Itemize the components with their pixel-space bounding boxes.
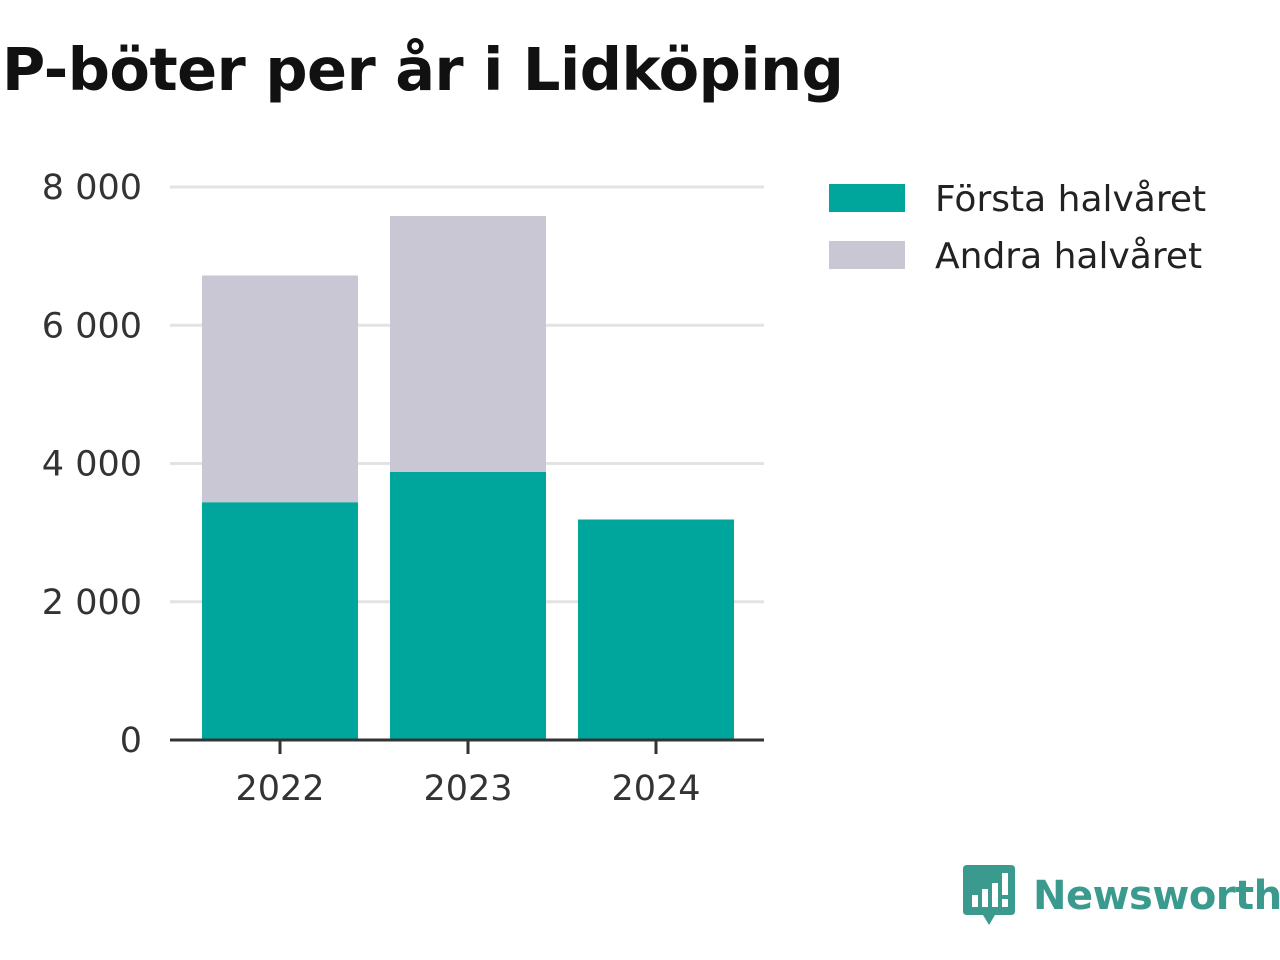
legend-label: Första halvåret	[935, 179, 1206, 220]
bar-segment	[202, 502, 358, 740]
x-tick-label: 2024	[611, 769, 700, 809]
newsworthy-logo: Newsworthy	[963, 864, 1280, 928]
bars	[202, 216, 734, 740]
x-tick-label: 2022	[235, 769, 324, 809]
bar-chart-speech-bubble-icon	[963, 865, 1015, 925]
bar-segment	[390, 216, 546, 472]
bar-segment	[578, 519, 734, 740]
y-tick-label: 2 000	[42, 583, 142, 623]
y-tick-label: 6 000	[42, 306, 142, 346]
y-tick-label: 8 000	[42, 168, 142, 208]
legend-swatch	[829, 184, 905, 212]
y-tick-label: 4 000	[42, 445, 142, 485]
y-tick-label: 0	[120, 721, 142, 761]
legend-swatch	[829, 241, 905, 269]
bar-segment	[390, 471, 546, 740]
chart-title: P-böter per år i Lidköping	[2, 35, 844, 104]
legend: Första halvåret Andra halvåret	[829, 179, 1206, 277]
logo-text: Newsworthy	[1033, 873, 1280, 919]
x-tick-label: 2023	[423, 769, 512, 809]
axes: 0 2 000 4 000 6 000 8 000 2022 2023 2024	[42, 168, 764, 809]
legend-label: Andra halvåret	[935, 236, 1202, 277]
bar-segment	[202, 275, 358, 503]
